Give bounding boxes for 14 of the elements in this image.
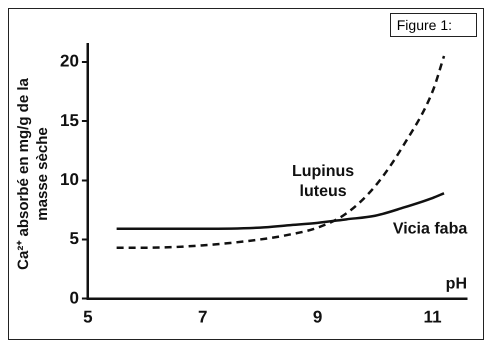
y-axis-title: Ca²⁺ absorbé en mg/g de la masse sèche <box>14 77 52 272</box>
x-tick-label: 9 <box>312 307 322 326</box>
y-tick-label: 15 <box>60 110 79 130</box>
series-label: Lupinus luteus <box>292 163 354 200</box>
y-tick-label: 10 <box>60 170 79 189</box>
x-tick-label: 11 <box>424 307 442 326</box>
chart-title: Figure 1: <box>390 13 477 37</box>
x-tick-label: 5 <box>83 307 93 326</box>
x-axis-title: pH <box>446 276 467 293</box>
x-tick-label: 7 <box>198 307 208 326</box>
y-tick-label: 5 <box>69 229 79 248</box>
y-tick-label: 0 <box>69 288 79 308</box>
series-label: Vicia faba <box>392 220 468 238</box>
y-tick-label: 20 <box>60 52 79 71</box>
